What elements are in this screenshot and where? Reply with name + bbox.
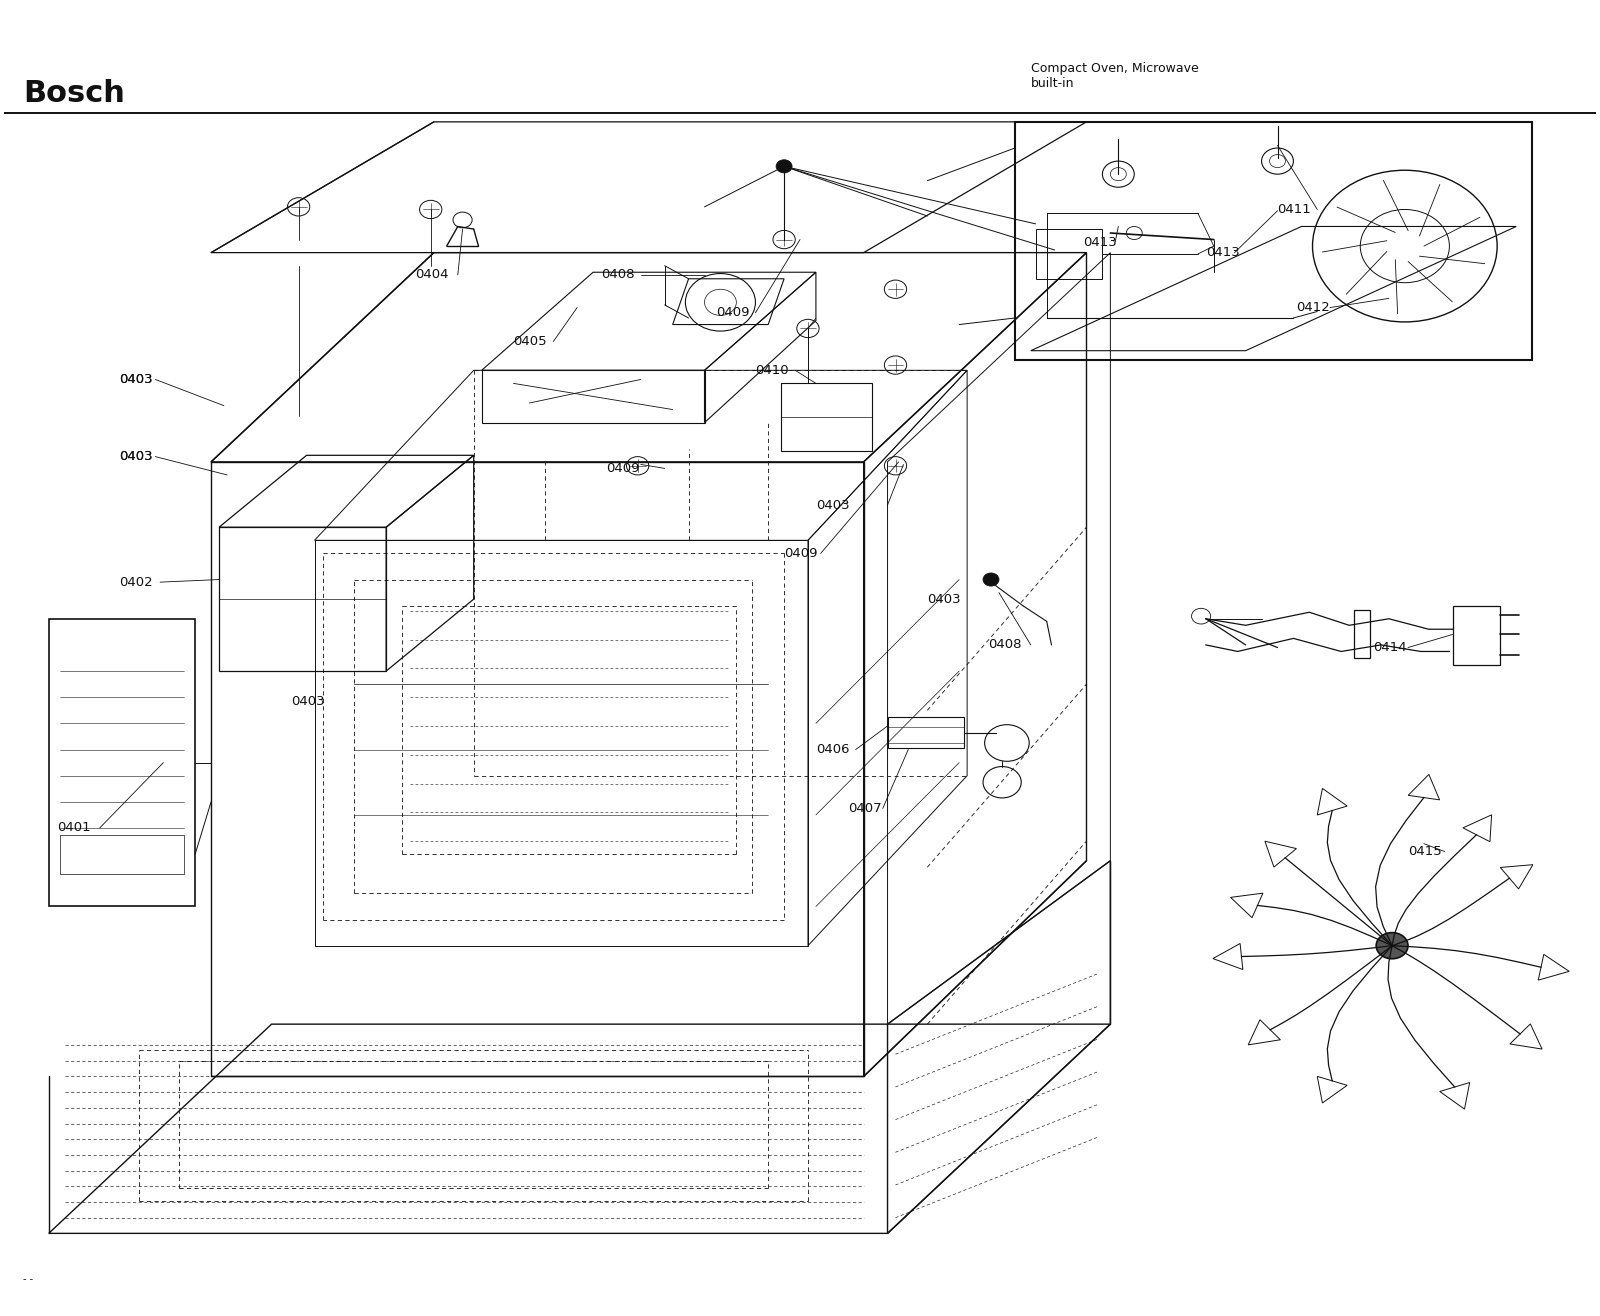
Text: 0403: 0403 bbox=[118, 372, 152, 386]
Circle shape bbox=[982, 572, 998, 586]
Text: 0403: 0403 bbox=[118, 450, 152, 463]
Text: 0410: 0410 bbox=[755, 363, 789, 376]
Text: 0408: 0408 bbox=[602, 268, 635, 282]
Text: 0413: 0413 bbox=[1206, 246, 1240, 259]
Text: 0402: 0402 bbox=[118, 575, 152, 588]
Text: 0409: 0409 bbox=[784, 547, 818, 559]
Text: 0406: 0406 bbox=[816, 744, 850, 755]
Text: 0403: 0403 bbox=[816, 499, 850, 512]
Text: 0403: 0403 bbox=[118, 372, 152, 386]
Circle shape bbox=[776, 159, 792, 172]
Text: 0401: 0401 bbox=[56, 821, 90, 834]
Text: 0414: 0414 bbox=[1373, 641, 1406, 654]
Text: 0403: 0403 bbox=[928, 592, 962, 605]
Text: 0409: 0409 bbox=[715, 307, 749, 320]
Text: 0409: 0409 bbox=[606, 462, 640, 475]
Text: 0411: 0411 bbox=[1277, 203, 1312, 216]
Text: 0403: 0403 bbox=[291, 695, 325, 708]
Text: 0404: 0404 bbox=[414, 268, 448, 282]
Text: 0415: 0415 bbox=[1408, 845, 1442, 858]
Text: Bosch: Bosch bbox=[24, 79, 125, 108]
Text: 0412: 0412 bbox=[1296, 301, 1330, 315]
Text: - -: - - bbox=[24, 1274, 34, 1284]
Text: 0407: 0407 bbox=[848, 801, 882, 815]
Text: Compact Oven, Microwave
built-in: Compact Oven, Microwave built-in bbox=[1030, 62, 1198, 89]
Text: 0408: 0408 bbox=[987, 638, 1021, 651]
Text: 0405: 0405 bbox=[514, 336, 547, 347]
Text: 0413: 0413 bbox=[1083, 236, 1117, 249]
Circle shape bbox=[1376, 933, 1408, 959]
Text: 0403: 0403 bbox=[118, 450, 152, 463]
